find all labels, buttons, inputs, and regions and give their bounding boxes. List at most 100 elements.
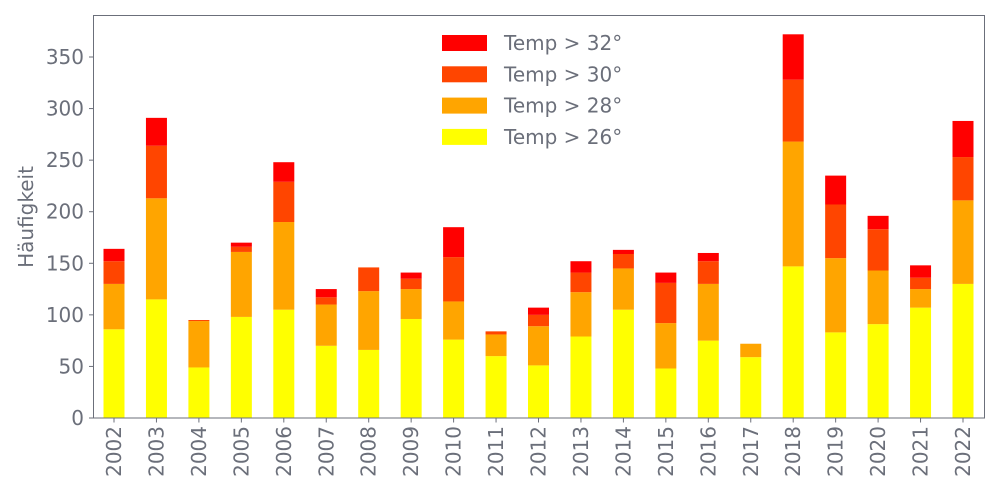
bar-2016-series-3 [697,252,719,262]
bar-2008-series-0 [358,349,380,418]
bar-2022-series-2 [952,157,974,201]
legend-label: Temp > 30° [503,62,622,86]
x-tick-label: 2016 [696,426,720,477]
bar-2003-series-1 [145,198,167,300]
legend-swatch [442,97,487,114]
legend-swatch [442,35,487,51]
y-tick-label: 50 [59,354,84,378]
bar-2002-series-0 [103,329,125,418]
bar-2007-series-2 [315,297,337,305]
bar-2012-series-2 [528,314,549,327]
x-tick-label: 2018 [781,426,805,477]
x-tick-label: 2008 [357,426,381,477]
bar-2013-series-2 [570,272,592,293]
x-tick-label: 2020 [866,426,890,477]
bar-2018-series-2 [782,79,804,142]
x-tick-label: 2005 [229,426,253,477]
bar-2003-series-3 [145,117,167,146]
bar-2002-series-3 [103,248,125,262]
bar-2016-series-0 [697,340,719,418]
y-tick-label: 200 [46,200,84,224]
bar-2013-series-3 [570,261,592,273]
bar-2021-series-0 [910,307,932,418]
y-axis-label: Häufigkeit [14,166,38,268]
bar-2014-series-2 [612,254,634,269]
bar-2003-series-0 [145,299,167,418]
bar-2011-series-0 [485,356,507,418]
bar-2002-series-2 [103,261,125,284]
bar-2022-series-1 [952,200,974,284]
bar-2022-series-0 [952,283,974,418]
y-tick-label: 150 [46,251,84,275]
legend-swatch [442,128,487,145]
bar-2008-series-1 [358,291,380,350]
bar-2005-series-1 [230,251,252,317]
bar-2021-series-1 [910,289,932,308]
bar-2014-series-1 [612,268,634,310]
bar-2007-series-1 [315,304,337,346]
bar-2012-series-3 [528,307,549,315]
x-tick-label: 2021 [909,426,933,477]
bar-2017-series-1 [740,343,762,358]
bar-2013-series-0 [570,336,592,418]
bar-2018-series-1 [782,141,804,267]
x-tick-label: 2019 [824,426,848,477]
bar-2020-series-3 [867,215,889,230]
bar-2009-series-2 [400,278,422,290]
bar-2015-series-1 [655,323,677,369]
bar-2006-series-1 [273,222,295,310]
bar-2019-series-2 [825,204,847,259]
y-tick-label: 100 [46,303,84,327]
bar-2008-series-2 [358,267,380,292]
bar-2014-series-3 [612,249,634,255]
bar-2020-series-2 [867,229,889,271]
bar-2004-series-2 [188,320,210,322]
x-tick-label: 2012 [527,426,551,477]
legend: Temp > 32° Temp > 30° Temp > 28° Temp > 26° [442,31,622,149]
bars [103,34,974,418]
bar-2007-series-3 [315,289,337,298]
bar-2014-series-0 [612,309,634,418]
bar-2006-series-2 [273,181,295,223]
x-tick-label: 2014 [611,426,635,477]
y-tick-label: 250 [46,148,84,172]
bar-2015-series-0 [655,368,677,418]
bar-2011-series-1 [485,334,507,357]
x-tick-label: 2017 [739,426,763,477]
legend-label: Temp > 32° [503,31,622,55]
x-tick-label: 2004 [187,426,211,477]
bar-2018-series-0 [782,266,804,418]
legend-label: Temp > 28° [503,94,622,118]
bar-2019-series-1 [825,258,847,333]
bar-2005-series-2 [230,246,252,252]
y-tick-label: 0 [71,406,84,430]
y-axis: 0 50 100 150 200 250 300 350 [46,45,94,430]
bar-2022-series-3 [952,120,974,158]
bar-2004-series-0 [188,367,210,418]
bar-2007-series-0 [315,345,337,418]
bar-2018-series-3 [782,34,804,80]
bar-2010-series-1 [443,301,465,340]
bar-2013-series-1 [570,292,592,337]
bar-2016-series-1 [697,283,719,341]
legend-swatch [442,66,487,83]
bar-2012-series-0 [528,365,549,418]
bar-2017-series-0 [740,357,762,418]
bar-2021-series-3 [910,265,932,278]
x-tick-label: 2013 [569,426,593,477]
x-tick-label: 2022 [951,426,975,477]
bar-2016-series-2 [697,261,719,284]
bar-2006-series-3 [273,162,295,182]
bar-2009-series-3 [400,272,422,279]
bar-2015-series-3 [655,272,677,283]
bar-2010-series-3 [443,227,465,258]
bar-2006-series-0 [273,309,295,418]
y-tick-label: 350 [46,45,84,69]
x-tick-label: 2011 [484,426,508,477]
x-axis: 2002 2003 2004 2005 2006 2007 2008 2009 2010 2011… [102,418,975,477]
bar-2020-series-0 [867,324,889,418]
x-tick-label: 2015 [654,426,678,477]
x-tick-label: 2006 [272,426,296,477]
bar-2002-series-1 [103,283,125,330]
bar-2020-series-1 [867,270,889,325]
